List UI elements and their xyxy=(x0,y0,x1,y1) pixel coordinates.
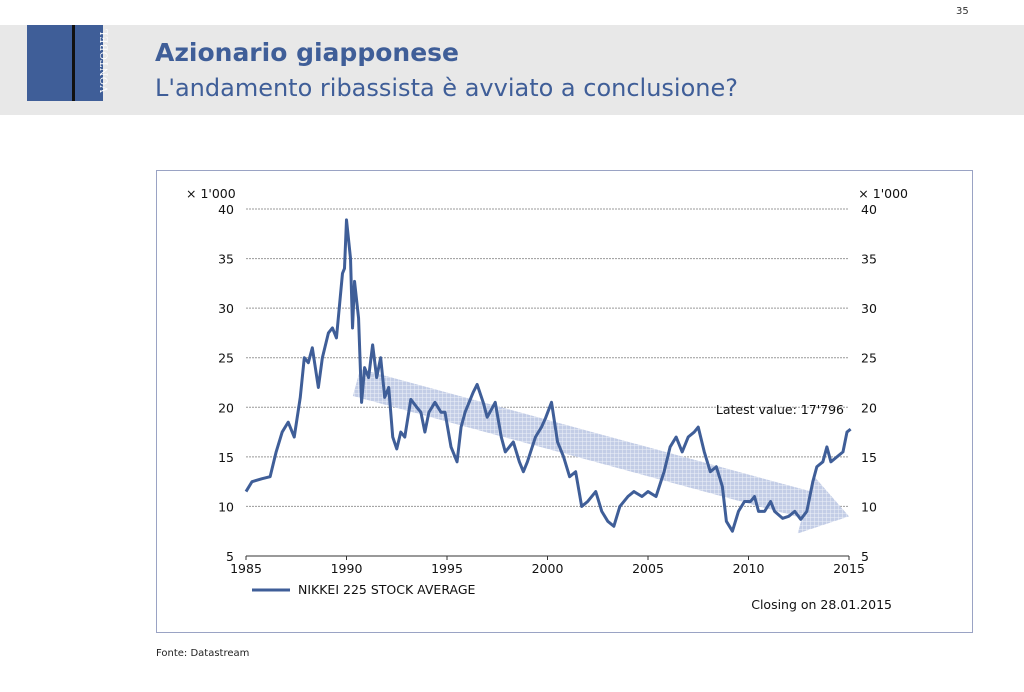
x-tick-label: 2015 xyxy=(833,561,865,576)
latest-value-annotation: Latest value: 17'796 xyxy=(716,402,844,417)
y-tick-label-right: 30 xyxy=(861,301,877,316)
unit-right: × 1'000 xyxy=(858,186,908,201)
nikkei-chart: 5 5 10 10 15 15 20 20 25 25 30 30 35 35 40 40 1985 1990 19… xyxy=(186,186,908,612)
y-tick-label-right: 5 xyxy=(861,549,869,564)
page-subtitle: L'andamento ribassista è avviato a concl… xyxy=(155,74,738,102)
header-band xyxy=(0,25,1024,115)
unit-left: × 1'000 xyxy=(186,186,236,201)
x-tick-label: 1990 xyxy=(331,561,363,576)
source-note: Fonte: Datastream xyxy=(156,648,250,659)
x-tick-label: 2005 xyxy=(632,561,664,576)
page-title: Azionario giapponese xyxy=(155,38,459,67)
y-tick-label-right: 20 xyxy=(861,400,877,415)
series-line xyxy=(244,218,852,533)
x-tick-label: 2000 xyxy=(532,561,564,576)
y-tick-label-left: 40 xyxy=(218,202,234,217)
y-tick-label-left: 10 xyxy=(218,499,234,514)
y-tick-label-left: 30 xyxy=(218,301,234,316)
x-tick-label: 1995 xyxy=(431,561,463,576)
chart-panel: 5 5 10 10 15 15 20 20 25 25 30 30 35 35 40 40 1985 1990 19… xyxy=(178,185,918,615)
y-tick-label-left: 25 xyxy=(218,351,234,366)
y-tick-label-left: 15 xyxy=(218,450,234,465)
y-tick-label-left: 5 xyxy=(226,549,234,564)
page-number: 35 xyxy=(956,6,969,17)
y-tick-label-right: 10 xyxy=(861,499,877,514)
legend-label: NIKKEI 225 STOCK AVERAGE xyxy=(298,582,476,597)
y-tick-label-left: 20 xyxy=(218,400,234,415)
logo-text: VONTOBEL xyxy=(99,28,111,93)
y-tick-label-left: 35 xyxy=(218,252,234,267)
y-tick-label-right: 15 xyxy=(861,450,877,465)
closing-annotation: Closing on 28.01.2015 xyxy=(751,597,892,612)
x-tick-label: 1985 xyxy=(230,561,262,576)
chart-frame xyxy=(156,170,973,633)
y-tick-label-right: 25 xyxy=(861,351,877,366)
trend-arrow xyxy=(352,368,849,534)
x-tick-label: 2010 xyxy=(733,561,765,576)
vontobel-logo: VONTOBEL xyxy=(27,25,111,101)
y-tick-label-right: 35 xyxy=(861,252,877,267)
y-tick-label-right: 40 xyxy=(861,202,877,217)
